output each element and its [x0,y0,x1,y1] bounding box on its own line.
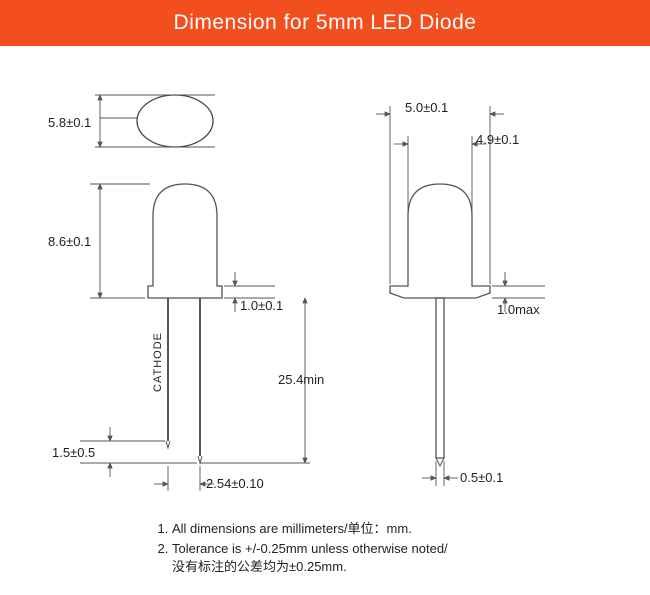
notes: All dimensions are millimeters/单位：mm. To… [150,520,590,579]
title-text: Dimension for 5mm LED Diode [174,11,477,35]
dim-top-w: 5.0±0.1 [405,100,448,115]
note-2: Tolerance is +/-0.25mm unless otherwise … [172,540,590,576]
dim-body-h: 8.6±0.1 [48,234,91,249]
dim-lead-len: 25.4min [278,372,324,387]
dim-flange: 1.0±0.1 [240,298,283,313]
dim-lead-thk: 0.5±0.1 [460,470,503,485]
title-bar: Dimension for 5mm LED Diode [0,0,650,46]
dim-flange-max: 1.0max [497,302,540,317]
cathode-label: CATHODE [152,332,164,392]
dim-lead-spacing: 2.54±0.10 [206,476,264,491]
dim-dome-w: 4.9±0.1 [476,132,519,147]
diagram: 5.8±0.1 8.6±0.1 1.0±0.1 25.4min 1.5±0.5 … [0,46,650,506]
note-1: All dimensions are millimeters/单位：mm. [172,520,590,538]
dim-ellipse-w: 5.8±0.1 [48,115,91,130]
dim-short-lead: 1.5±0.5 [52,445,95,460]
diagram-svg [0,46,650,506]
